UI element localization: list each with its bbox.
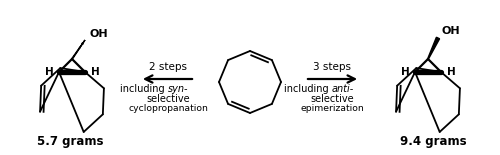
Polygon shape (72, 40, 85, 59)
Text: including: including (120, 84, 168, 94)
Text: H: H (44, 67, 54, 77)
Text: 5.7 grams: 5.7 grams (37, 135, 104, 148)
Text: OH: OH (90, 29, 108, 39)
Text: 9.4 grams: 9.4 grams (400, 135, 466, 148)
Text: 3 steps: 3 steps (313, 62, 351, 72)
Text: H: H (90, 67, 100, 77)
Text: 2 steps: 2 steps (149, 62, 187, 72)
Text: syn-: syn- (168, 84, 188, 94)
Text: OH: OH (442, 26, 460, 36)
Text: selective: selective (146, 94, 190, 104)
Text: selective: selective (310, 94, 354, 104)
Text: including: including (284, 84, 332, 94)
Text: cyclopropanation: cyclopropanation (128, 104, 208, 113)
Text: epimerization: epimerization (300, 104, 364, 113)
Text: H: H (400, 67, 409, 77)
Polygon shape (428, 37, 440, 59)
Text: H: H (446, 67, 456, 77)
Text: anti-: anti- (332, 84, 354, 94)
